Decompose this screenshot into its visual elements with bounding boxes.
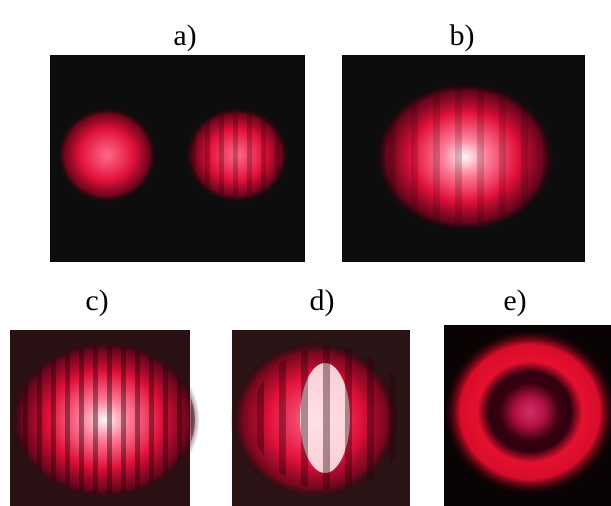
panel-label: e)	[503, 284, 526, 317]
panel-image	[444, 325, 611, 506]
panel-image	[50, 55, 305, 262]
panel-label: b)	[450, 19, 475, 52]
figure: a) b) c) d) e)	[0, 0, 611, 506]
panel-label: d)	[310, 284, 335, 317]
panel-image	[342, 55, 585, 262]
panel-label: c)	[85, 284, 108, 317]
panel-image	[10, 330, 200, 506]
panel-image	[230, 330, 410, 506]
panel-label: a)	[173, 19, 196, 52]
